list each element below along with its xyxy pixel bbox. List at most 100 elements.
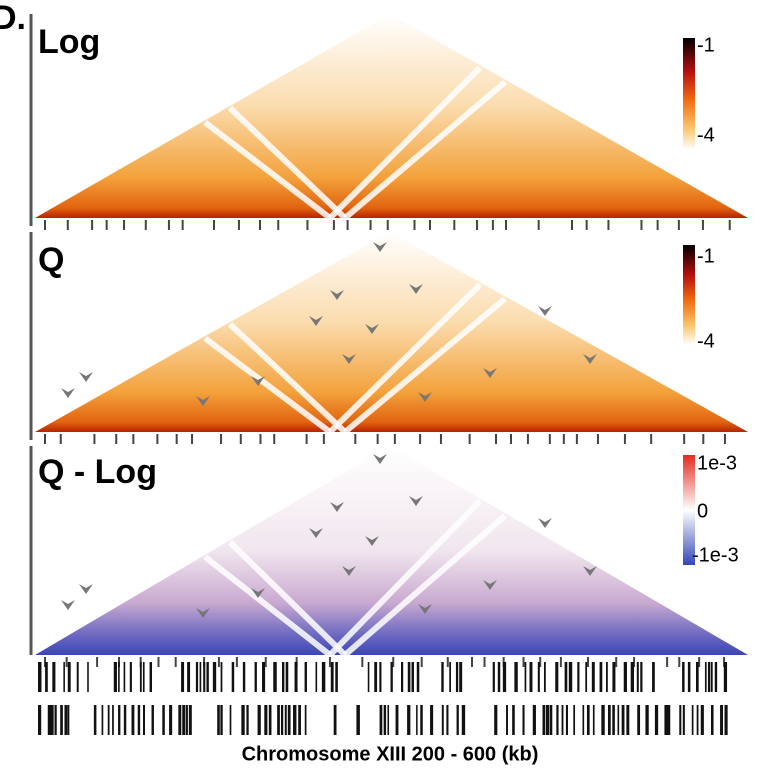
gene [612,662,616,692]
colorbar-label: -1 [697,245,715,267]
arrowhead [79,584,93,594]
gene [723,662,728,692]
colorbar-label: 1e-3 [697,452,737,474]
gene [182,705,186,735]
gene [63,662,65,692]
gene [67,705,70,735]
gene [621,705,625,735]
gene [407,705,411,735]
gene [586,705,590,735]
gene [537,662,540,692]
gene [293,705,297,735]
gene [367,662,370,692]
arrowhead [309,316,323,326]
gene [695,662,699,692]
gene [118,705,121,735]
gene [67,662,71,692]
gene [242,662,246,692]
gene [542,705,546,735]
arrowhead [61,388,75,398]
gene [273,662,277,692]
gene [497,662,501,692]
panel-title: Log [38,23,100,61]
gene [514,662,518,692]
arrowhead [61,600,75,610]
gene [76,662,79,692]
gene [294,662,298,692]
arrowhead [409,496,423,506]
gene [217,705,220,735]
gene [545,705,550,735]
gene [47,705,52,735]
gene [206,662,209,692]
gene [229,705,232,735]
gene [636,662,639,692]
gene [592,705,595,735]
gene [400,662,404,692]
gene [374,662,378,692]
gene [446,705,449,735]
gene [333,705,337,735]
gene [630,662,634,692]
gene [195,662,199,692]
gene [112,705,114,735]
gene [441,662,444,692]
gene [704,662,707,692]
gene [682,705,685,735]
gene [416,662,420,692]
gene [137,705,141,735]
panel-title: Q - Log [38,453,157,491]
heatmap [35,446,748,655]
gene [529,662,533,692]
colorbar-label: -1 [697,34,715,56]
gene [181,662,185,692]
gene [383,705,387,735]
arrowhead [342,566,356,576]
gene [645,705,649,735]
gene [107,705,110,735]
arrowhead [365,536,379,546]
blank-stripe [203,554,332,658]
gene [654,705,659,735]
arrowhead [418,604,432,614]
gene [700,705,704,735]
blank-stripe [343,79,507,221]
heatmap [35,232,748,432]
gene [264,705,268,735]
arrowhead [251,376,265,386]
gene [455,662,459,692]
gene [139,662,142,692]
blank-stripe [227,105,348,221]
gene [298,705,301,735]
gene [441,705,444,735]
arrowhead [196,608,210,618]
gene [582,705,585,735]
arrowhead [330,290,344,300]
gene [387,705,390,735]
blank-stripe [343,296,507,435]
gene [577,662,580,692]
gene [691,705,694,735]
gene [151,705,154,735]
arrowhead [365,324,379,334]
arrowhead [309,528,323,538]
blank-stripe [227,321,348,435]
gene [315,662,318,692]
gene [101,705,104,735]
decorations [38,65,731,735]
gene [285,662,289,692]
gene [606,662,608,692]
gene [277,705,280,735]
colorbar-label: -4 [697,124,715,146]
gene [612,705,615,735]
gene [335,662,338,692]
gene [416,705,418,735]
gene [131,705,135,735]
gene [607,705,611,735]
arrowhead [342,354,356,364]
gene [241,705,245,735]
gene [52,662,56,692]
gene [60,705,63,735]
gene [449,662,451,692]
